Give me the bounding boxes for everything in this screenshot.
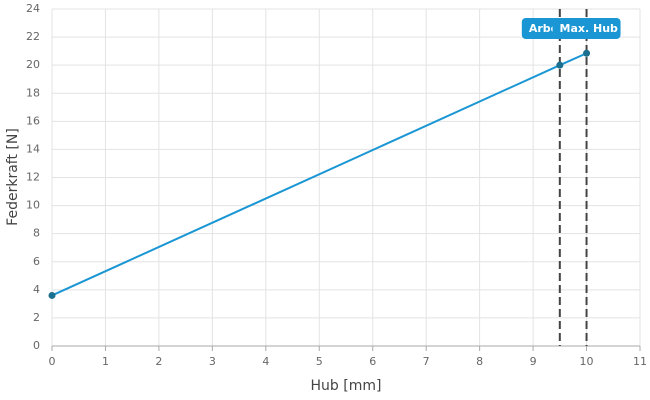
y-tick-label: 20 <box>26 58 40 71</box>
y-tick-label: 22 <box>26 30 40 43</box>
x-tick-label: 1 <box>102 355 109 368</box>
x-tick-label: 6 <box>369 355 376 368</box>
annotation-box <box>552 18 621 39</box>
y-tick-label: 10 <box>26 199 40 212</box>
x-tick-label: 0 <box>49 355 56 368</box>
point <box>583 49 591 57</box>
y-tick-label: 18 <box>26 86 40 99</box>
y-tick-label: 4 <box>33 283 40 296</box>
y-tick-label: 8 <box>33 227 40 240</box>
x-tick-label: 11 <box>633 355 647 368</box>
annotation-label: Arbe <box>529 22 558 35</box>
x-tick-label: 9 <box>530 355 537 368</box>
y-tick-label: 12 <box>26 171 40 184</box>
x-tick-label: 8 <box>476 355 483 368</box>
y-tick-label: 2 <box>33 311 40 324</box>
x-tick-label: 2 <box>155 355 162 368</box>
x-axis-title: Hub [mm] <box>311 378 382 394</box>
y-axis-title: Federkraft [N] <box>5 128 21 226</box>
y-tick-label: 24 <box>26 2 40 15</box>
point <box>556 61 564 69</box>
y-tick-label: 0 <box>33 339 40 352</box>
x-tick-label: 7 <box>423 355 430 368</box>
x-tick-label: 5 <box>316 355 323 368</box>
point <box>48 291 56 299</box>
annotation-label: Max. Hub <box>560 22 619 35</box>
x-tick-label: 3 <box>209 355 216 368</box>
y-tick-label: 14 <box>26 142 40 155</box>
y-tick-label: 6 <box>33 255 40 268</box>
y-tick-label: 16 <box>26 114 40 127</box>
x-tick-label: 4 <box>262 355 269 368</box>
x-tick-label: 10 <box>580 355 594 368</box>
